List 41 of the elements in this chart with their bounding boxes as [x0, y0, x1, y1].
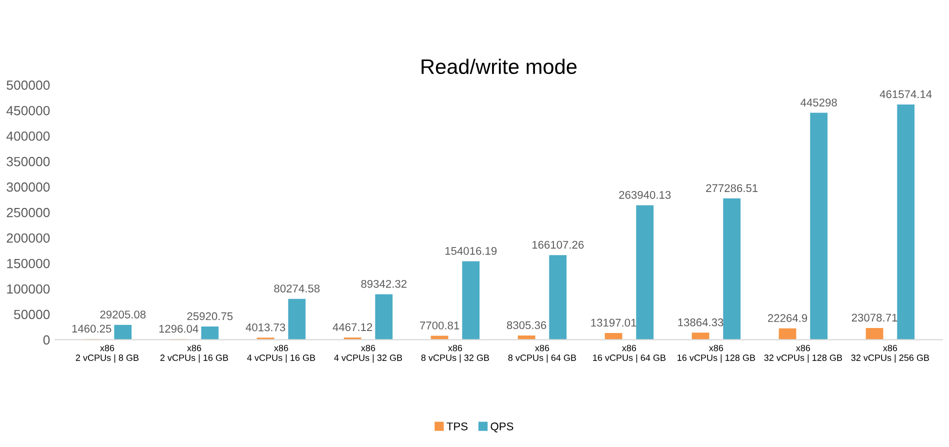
- x-tick-label: x86 4 vCPUs | 16 GB: [247, 344, 316, 363]
- data-label: 461574.14: [880, 90, 932, 98]
- data-label: 8305.36: [506, 321, 546, 330]
- data-label: 1460.25: [72, 324, 112, 333]
- data-label: 263940.13: [619, 190, 671, 199]
- y-tick-label: 250000: [6, 208, 50, 218]
- data-label: 1296.04: [159, 324, 198, 333]
- x-tick-label: x86 16 vCPUs | 128 GB: [678, 344, 756, 363]
- chart-title: Read/write mode: [422, 58, 577, 74]
- data-label: 80274.58: [274, 284, 320, 292]
- data-label: 166107.26: [532, 240, 584, 249]
- x-tick-label: x86 32 vCPUs | 256 GB: [851, 344, 929, 363]
- y-tick-label: 500000: [6, 80, 50, 90]
- data-label: 445298: [800, 98, 837, 106]
- data-label: 4013.73: [246, 323, 286, 332]
- x-tick-label: x86 8 vCPUs | 32 GB: [421, 344, 490, 363]
- y-tick-label: 0: [43, 335, 50, 345]
- x-tick-label: x86 32 vCPUs | 128 GB: [764, 344, 842, 363]
- data-label: 154016.19: [445, 247, 497, 255]
- y-tick-label: 150000: [7, 258, 50, 268]
- y-tick-label: 450000: [6, 106, 50, 116]
- data-label: 25920.75: [187, 312, 233, 320]
- x-tick-label: x86 8 vCPUs | 64 GB: [508, 344, 576, 363]
- data-label: 7700.81: [420, 322, 460, 330]
- x-tick-label: x86 16 vCPUs | 64 GB: [593, 344, 666, 363]
- data-label: 4467.12: [332, 323, 372, 332]
- data-label: 22264.9: [768, 314, 808, 322]
- data-label: 29205.08: [100, 310, 146, 318]
- y-tick-label: 100000: [7, 284, 50, 294]
- x-tick-label: x86 2 vCPUs | 8 GB: [76, 344, 139, 363]
- y-tick-label: 400000: [6, 131, 50, 141]
- y-tick-label: 350000: [6, 156, 50, 166]
- x-tick-label: x86 4 vCPUs | 32 GB: [334, 344, 402, 363]
- y-tick-label: 300000: [6, 182, 50, 192]
- legend-label: QPS: [490, 422, 514, 432]
- y-tick-label: 200000: [6, 233, 50, 243]
- data-label: 89342.32: [361, 280, 406, 288]
- y-tick-label: 50000: [14, 310, 50, 320]
- legend-label: TPS: [446, 422, 468, 430]
- x-tick-label: x86 2 vCPUs | 16 GB: [160, 344, 228, 363]
- data-label: 277286.51: [706, 184, 758, 192]
